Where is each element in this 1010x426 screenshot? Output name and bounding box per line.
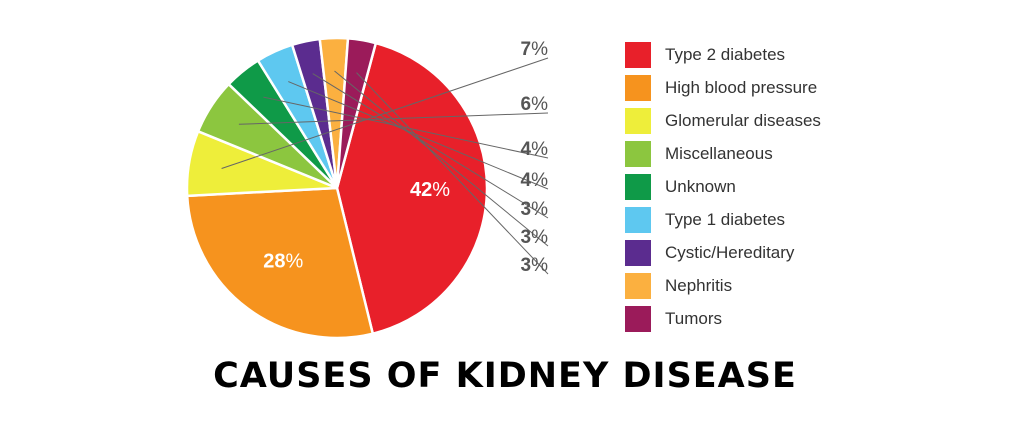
- legend-label: Miscellaneous: [665, 143, 773, 163]
- callout-line: [334, 70, 549, 247]
- callout-label-6: 6%: [521, 94, 549, 115]
- callout-line: [312, 73, 549, 219]
- legend-item: Unknown: [625, 170, 865, 203]
- legend-swatch: [625, 173, 651, 200]
- legend-label: Glomerular diseases: [665, 110, 821, 130]
- callout-line: [356, 72, 549, 275]
- callout-line: [238, 112, 549, 125]
- legend-label: Cystic/Hereditary: [665, 242, 795, 262]
- pie-slices: [185, 36, 489, 340]
- legend-item: Type 2 diabetes: [625, 38, 865, 71]
- legend-item: Cystic/Hereditary: [625, 236, 865, 269]
- value-label-28: 28%: [263, 250, 303, 272]
- legend-swatch: [625, 107, 651, 134]
- value-label-42: 42%: [410, 179, 450, 201]
- legend-label: Unknown: [665, 176, 736, 196]
- callout-lines: [221, 57, 549, 275]
- legend-item: Tumors: [625, 302, 865, 335]
- pie-slice-high-blood-pressure: [185, 186, 375, 340]
- value-labels: 42% 28% 7% 6% 4% 4% 3% 3% 3%: [263, 39, 548, 276]
- legend: Type 2 diabetes High blood pressure Glomer…: [625, 38, 865, 335]
- legend-swatch: [625, 74, 651, 101]
- legend-swatch: [625, 41, 651, 68]
- callout-line: [288, 81, 549, 190]
- legend-item: High blood pressure: [625, 71, 865, 104]
- pie-slice-tumors: [335, 37, 378, 190]
- legend-label: Nephritis: [665, 275, 733, 295]
- legend-label: Tumors: [665, 308, 722, 328]
- legend-swatch: [625, 272, 651, 299]
- callout-label-4: 4%: [521, 139, 549, 160]
- legend-item: Glomerular diseases: [625, 104, 865, 137]
- legend-item: Miscellaneous: [625, 137, 865, 170]
- callout-label-3: 3%: [521, 255, 549, 276]
- legend-swatch: [625, 239, 651, 266]
- callout-label-3: 3%: [521, 227, 549, 248]
- callout-label-7: 7%: [521, 39, 549, 60]
- legend-swatch: [625, 206, 651, 233]
- callout-line: [221, 57, 549, 169]
- callout-line: [263, 96, 549, 159]
- legend-label: High blood pressure: [665, 77, 818, 97]
- legend-item: Type 1 diabetes: [625, 203, 865, 236]
- legend-swatch: [625, 140, 651, 167]
- callout-label-4: 4%: [521, 170, 549, 191]
- pie-chart: 42% 28% 7% 6% 4% 4% 3% 3% 3%: [185, 36, 549, 340]
- pie-slice-type-2-diabetes: [335, 41, 489, 335]
- legend-item: Nephritis: [625, 269, 865, 302]
- chart-title: CAUSES OF KIDNEY DISEASE: [213, 356, 797, 396]
- legend-swatch: [625, 305, 651, 332]
- callout-label-3: 3%: [521, 199, 549, 220]
- legend-label: Type 1 diabetes: [665, 209, 786, 229]
- legend-label: Type 2 diabetes: [665, 44, 786, 64]
